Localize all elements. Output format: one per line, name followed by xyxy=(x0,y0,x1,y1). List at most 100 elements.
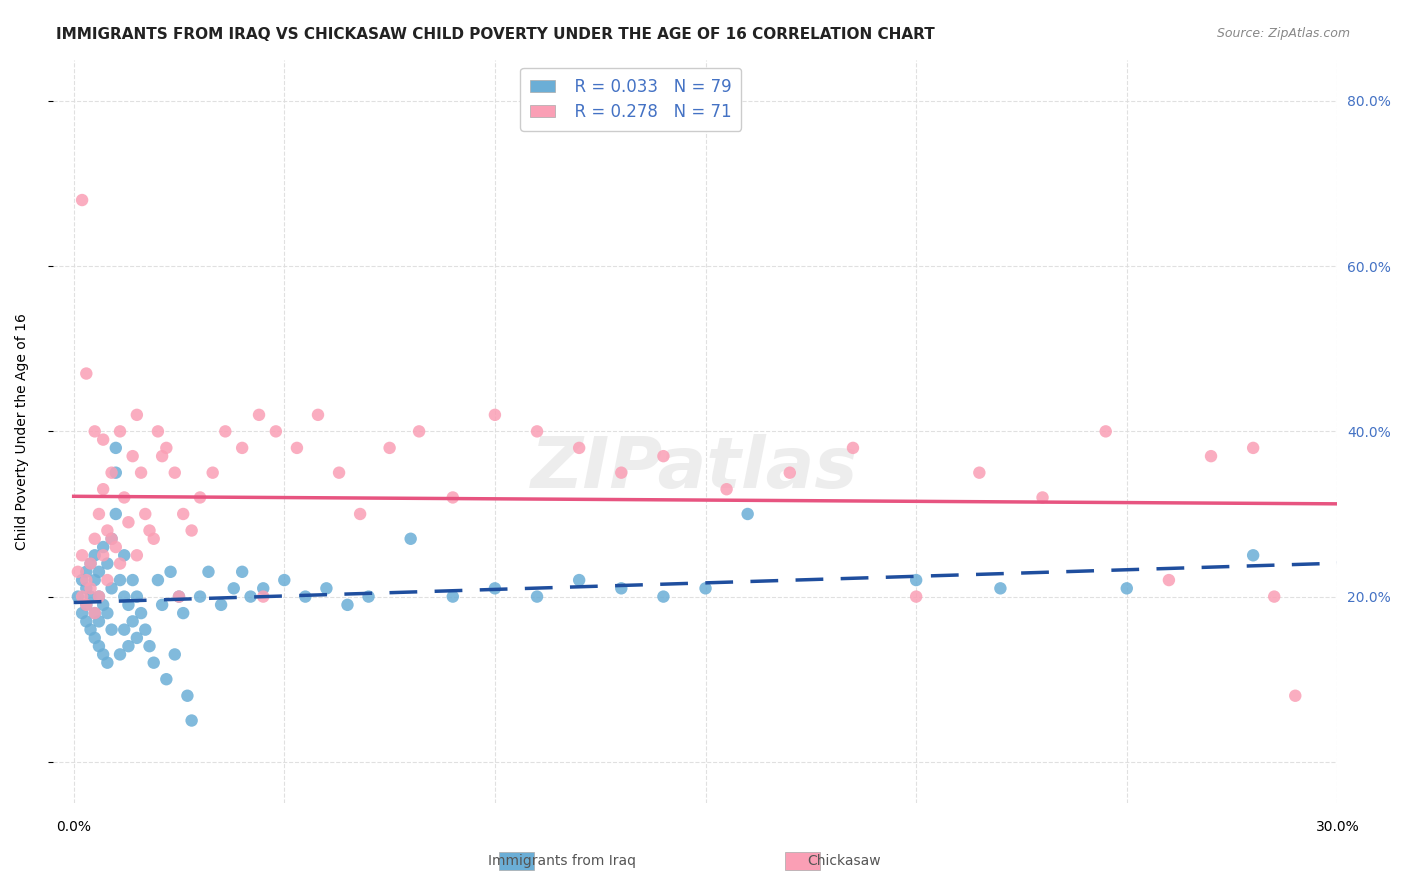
Point xyxy=(75,565,97,579)
Point xyxy=(129,606,152,620)
Point xyxy=(990,582,1012,596)
Point xyxy=(87,639,110,653)
Point xyxy=(247,408,270,422)
Point xyxy=(96,524,118,538)
Text: 0.0%: 0.0% xyxy=(56,820,91,834)
Point xyxy=(188,491,211,505)
Point xyxy=(83,425,105,439)
Point xyxy=(652,449,675,463)
Point xyxy=(104,507,127,521)
Point xyxy=(180,714,202,728)
Point xyxy=(138,524,160,538)
Point xyxy=(484,408,506,422)
Point xyxy=(150,598,173,612)
Point xyxy=(70,590,93,604)
Point xyxy=(117,639,139,653)
Point xyxy=(526,590,548,604)
Point xyxy=(75,598,97,612)
Point xyxy=(134,623,156,637)
Point xyxy=(121,573,143,587)
Point xyxy=(307,408,329,422)
Point xyxy=(842,441,865,455)
Point xyxy=(315,582,337,596)
Point xyxy=(172,507,194,521)
Point xyxy=(70,193,93,207)
Point xyxy=(96,573,118,587)
Point xyxy=(201,466,224,480)
Point xyxy=(150,449,173,463)
Text: Chickasaw: Chickasaw xyxy=(807,855,880,868)
Point xyxy=(100,532,122,546)
Point xyxy=(125,549,148,563)
Point xyxy=(70,606,93,620)
Point xyxy=(83,532,105,546)
Legend:   R = 0.033   N = 79,   R = 0.278   N = 71: R = 0.033 N = 79, R = 0.278 N = 71 xyxy=(520,68,741,130)
Point xyxy=(526,425,548,439)
Point xyxy=(129,466,152,480)
Point xyxy=(121,449,143,463)
Point xyxy=(568,573,591,587)
Point xyxy=(172,606,194,620)
Point xyxy=(142,656,165,670)
Point xyxy=(167,590,190,604)
Point xyxy=(91,540,114,554)
Point xyxy=(79,590,101,604)
Point xyxy=(163,466,186,480)
Point xyxy=(75,367,97,381)
Point xyxy=(83,606,105,620)
Point xyxy=(779,466,801,480)
Point xyxy=(83,606,105,620)
Point xyxy=(83,631,105,645)
Point xyxy=(146,425,169,439)
Point xyxy=(87,507,110,521)
Point xyxy=(155,672,177,686)
Point xyxy=(66,590,89,604)
Point xyxy=(252,590,274,604)
Point xyxy=(117,515,139,529)
Point xyxy=(180,524,202,538)
Point xyxy=(905,590,928,604)
Point xyxy=(91,433,114,447)
Point xyxy=(79,623,101,637)
Point xyxy=(176,689,198,703)
Point xyxy=(66,565,89,579)
Point xyxy=(125,631,148,645)
Point xyxy=(112,590,135,604)
Point xyxy=(79,557,101,571)
Point xyxy=(104,466,127,480)
Point xyxy=(1199,449,1222,463)
Point xyxy=(285,441,308,455)
Text: ZIPatlas: ZIPatlas xyxy=(531,434,859,503)
Point xyxy=(441,491,464,505)
Point xyxy=(163,648,186,662)
Point xyxy=(142,532,165,546)
Point xyxy=(969,466,991,480)
Point xyxy=(197,565,219,579)
Point xyxy=(568,441,591,455)
Point xyxy=(117,598,139,612)
Text: 30.0%: 30.0% xyxy=(1316,820,1360,834)
Point xyxy=(75,615,97,629)
Point xyxy=(134,507,156,521)
Point xyxy=(96,606,118,620)
Point xyxy=(125,590,148,604)
Point xyxy=(75,573,97,587)
Point xyxy=(79,582,101,596)
Point xyxy=(1284,689,1306,703)
Point xyxy=(1241,549,1264,563)
Point xyxy=(91,598,114,612)
Point xyxy=(108,557,131,571)
Point xyxy=(1115,582,1137,596)
Point xyxy=(1263,590,1285,604)
Text: Source: ZipAtlas.com: Source: ZipAtlas.com xyxy=(1216,27,1350,40)
Point xyxy=(91,648,114,662)
Point xyxy=(108,648,131,662)
Point xyxy=(294,590,316,604)
Point xyxy=(87,590,110,604)
Point xyxy=(1241,441,1264,455)
Point xyxy=(108,425,131,439)
Point xyxy=(108,573,131,587)
Point xyxy=(75,582,97,596)
Point xyxy=(349,507,371,521)
Point xyxy=(125,408,148,422)
